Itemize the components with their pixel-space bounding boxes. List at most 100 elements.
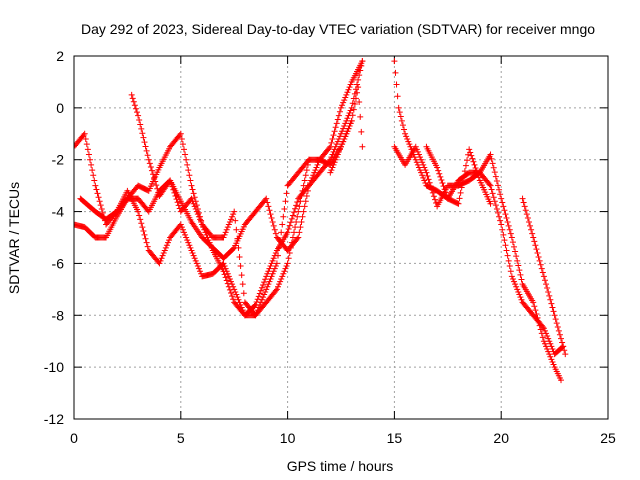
data-point bbox=[558, 377, 565, 384]
data-point bbox=[240, 290, 247, 297]
data-point bbox=[541, 277, 548, 284]
data-point bbox=[261, 291, 268, 298]
data-point bbox=[202, 229, 209, 236]
data-point bbox=[208, 244, 215, 251]
data-point bbox=[544, 333, 551, 340]
data-point bbox=[303, 167, 310, 174]
data-point bbox=[407, 143, 414, 150]
series-sat-i bbox=[327, 84, 366, 176]
data-point bbox=[425, 176, 432, 183]
data-point bbox=[278, 229, 285, 236]
data-point bbox=[506, 226, 513, 233]
y-tick-label: 0 bbox=[56, 100, 64, 116]
data-point bbox=[251, 302, 258, 309]
data-point bbox=[182, 151, 189, 158]
data-point bbox=[560, 343, 567, 350]
data-point bbox=[509, 275, 516, 282]
data-point bbox=[512, 281, 519, 288]
data-point bbox=[475, 174, 482, 181]
data-point bbox=[513, 283, 520, 290]
data-point bbox=[195, 209, 202, 216]
data-point bbox=[136, 212, 143, 219]
data-point bbox=[298, 218, 305, 225]
data-point bbox=[224, 280, 231, 287]
data-point bbox=[472, 165, 479, 172]
data-point bbox=[515, 288, 522, 295]
data-point bbox=[232, 288, 239, 295]
data-point bbox=[348, 117, 355, 124]
data-point bbox=[293, 202, 300, 209]
data-point bbox=[404, 135, 411, 142]
data-point bbox=[541, 340, 548, 347]
data-point bbox=[273, 286, 280, 293]
data-point bbox=[550, 308, 557, 315]
data-point bbox=[500, 231, 507, 238]
data-point bbox=[549, 358, 556, 365]
data-point bbox=[145, 156, 152, 163]
data-point bbox=[334, 116, 341, 123]
data-point bbox=[419, 159, 426, 166]
data-point bbox=[288, 215, 295, 222]
data-point bbox=[230, 245, 237, 252]
data-point bbox=[357, 113, 364, 120]
data-point bbox=[334, 138, 341, 145]
data-point bbox=[474, 171, 481, 178]
data-point bbox=[91, 177, 98, 184]
data-point bbox=[551, 312, 558, 319]
data-point bbox=[529, 230, 536, 237]
data-point bbox=[466, 146, 473, 153]
data-point bbox=[330, 161, 337, 168]
data-point bbox=[287, 219, 294, 226]
data-point bbox=[135, 208, 142, 215]
data-point bbox=[226, 218, 233, 225]
data-point bbox=[84, 146, 91, 153]
data-point bbox=[281, 268, 288, 275]
data-point bbox=[532, 307, 539, 314]
data-point bbox=[223, 226, 230, 233]
data-point bbox=[548, 343, 555, 350]
data-point bbox=[191, 194, 198, 201]
data-point bbox=[429, 189, 436, 196]
data-point bbox=[194, 205, 201, 212]
data-point bbox=[342, 94, 349, 101]
data-point bbox=[531, 238, 538, 245]
data-point bbox=[311, 169, 318, 176]
data-point bbox=[502, 211, 509, 218]
data-point bbox=[272, 263, 279, 270]
data-point bbox=[95, 194, 102, 201]
data-point bbox=[515, 262, 522, 269]
data-point bbox=[359, 143, 366, 150]
data-point bbox=[273, 260, 280, 267]
data-point bbox=[283, 263, 290, 270]
data-point bbox=[181, 229, 188, 236]
data-point bbox=[147, 163, 154, 170]
data-point bbox=[552, 316, 559, 323]
data-point bbox=[252, 301, 259, 308]
data-point bbox=[142, 235, 149, 242]
x-tick-label: 25 bbox=[600, 430, 616, 446]
data-point bbox=[346, 123, 353, 130]
data-point bbox=[280, 270, 287, 277]
data-point bbox=[313, 164, 320, 171]
data-point bbox=[266, 207, 273, 214]
data-point bbox=[166, 237, 173, 244]
data-point bbox=[420, 161, 427, 168]
data-point bbox=[520, 199, 527, 206]
data-point bbox=[490, 194, 497, 201]
data-point bbox=[545, 335, 552, 342]
data-point bbox=[264, 270, 271, 277]
y-tick-label: -8 bbox=[52, 307, 65, 323]
data-point bbox=[97, 202, 104, 209]
data-point bbox=[327, 156, 334, 163]
data-point bbox=[415, 151, 422, 158]
data-point bbox=[92, 182, 99, 189]
data-point bbox=[176, 132, 183, 139]
y-tick-label: -10 bbox=[44, 359, 64, 375]
data-point bbox=[285, 255, 292, 262]
data-point bbox=[326, 158, 333, 165]
data-point bbox=[331, 159, 338, 166]
y-tick-label: -12 bbox=[44, 411, 64, 427]
data-point bbox=[357, 67, 364, 74]
data-point bbox=[548, 356, 555, 363]
data-point bbox=[533, 246, 540, 253]
